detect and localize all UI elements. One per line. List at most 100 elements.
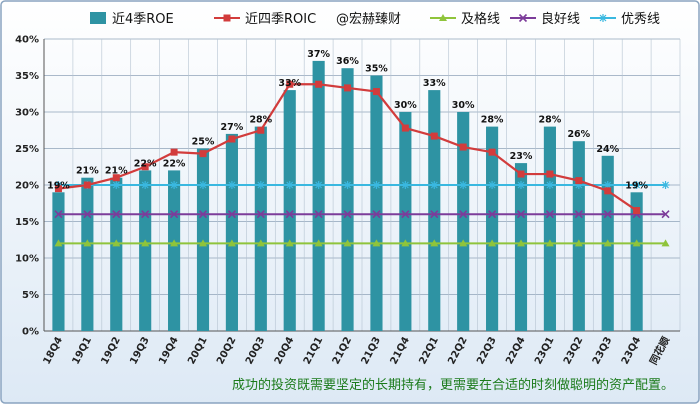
y-tick-label: 35% (15, 71, 39, 82)
triangle-marker (285, 239, 294, 247)
x-marker (170, 210, 179, 219)
roe-data-label: 28% (249, 115, 272, 126)
star-marker (199, 181, 207, 189)
star-marker (170, 181, 179, 189)
threshold-marker (430, 239, 439, 247)
roe-data-label: 22% (163, 158, 186, 169)
square-marker (141, 163, 149, 171)
x-marker (198, 210, 208, 219)
roe-bar (110, 177, 123, 331)
star-marker (285, 181, 294, 189)
roic-point (430, 132, 438, 140)
square-marker (83, 181, 91, 189)
roic-point (228, 135, 236, 143)
threshold-marker (256, 239, 265, 247)
triangle-marker (112, 239, 121, 247)
square-marker (54, 185, 62, 193)
square-marker (459, 143, 467, 151)
threshold-marker (401, 210, 410, 219)
threshold-marker (227, 181, 236, 189)
legend-marker (599, 14, 607, 22)
threshold-marker (285, 210, 294, 219)
threshold-marker (170, 210, 179, 219)
star-marker (545, 181, 554, 189)
triangle-marker (545, 239, 554, 247)
x-marker (256, 210, 265, 219)
square-marker (575, 177, 583, 185)
legend-item: 良好线 (510, 11, 580, 27)
x-marker (54, 210, 63, 219)
star-marker (430, 181, 439, 189)
threshold-marker (314, 210, 323, 219)
roe-data-label: 24% (596, 144, 619, 155)
threshold-marker (488, 210, 497, 219)
threshold-marker (632, 239, 641, 247)
legend-marker (518, 13, 528, 23)
square-marker (604, 187, 612, 195)
roe-data-label: 37% (307, 49, 330, 60)
threshold-marker (603, 210, 612, 219)
roe-data-label: 30% (452, 100, 475, 111)
roic-point (54, 185, 62, 193)
roic-point (315, 80, 323, 88)
legend-marker (439, 14, 447, 21)
square-marker (286, 80, 294, 88)
legend-label: 及格线 (461, 11, 500, 27)
roic-point (546, 170, 554, 178)
square-marker (546, 170, 554, 178)
triangle-marker (314, 239, 323, 247)
x-marker (343, 210, 352, 219)
threshold-marker (227, 239, 236, 247)
roe-data-label: 26% (567, 129, 590, 140)
star-marker (632, 181, 641, 189)
threshold-marker (343, 239, 352, 247)
threshold-marker (661, 210, 670, 219)
triangle-marker (603, 239, 612, 247)
roe-data-label: 21% (105, 166, 128, 177)
square-marker (517, 170, 525, 178)
roe-bar (486, 126, 499, 331)
threshold-marker (198, 210, 208, 219)
star-marker (488, 181, 497, 189)
threshold-marker (170, 239, 179, 247)
roe-data-label: 30% (394, 100, 417, 111)
roe-data-label: 35% (365, 64, 388, 75)
star-marker (401, 181, 410, 189)
roic-point (372, 88, 380, 96)
roe-bar (457, 112, 470, 331)
threshold-marker (141, 210, 150, 219)
x-marker (459, 210, 468, 219)
square-marker (199, 150, 207, 158)
x-marker (488, 210, 497, 219)
x-marker (401, 210, 410, 219)
x-marker (112, 210, 121, 219)
x-marker (516, 210, 526, 219)
threshold-marker (430, 181, 439, 189)
threshold-marker (459, 210, 468, 219)
x-marker (372, 210, 381, 219)
square-marker (488, 148, 496, 156)
roic-point (633, 207, 641, 215)
y-tick-label: 40% (15, 35, 39, 46)
star-marker (256, 181, 265, 189)
roe-data-label: 25% (192, 137, 215, 148)
star-marker (372, 181, 381, 189)
threshold-marker (603, 239, 612, 247)
triangle-marker (459, 239, 468, 247)
roic-point (459, 143, 467, 151)
threshold-marker (488, 181, 497, 189)
roic-point (517, 170, 525, 178)
threshold-marker (545, 181, 554, 189)
legend-item: 及格线 (430, 11, 500, 27)
triangle-marker (83, 239, 92, 247)
threshold-marker (488, 239, 497, 247)
y-tick-label: 25% (15, 144, 39, 155)
legend-label: @宏赫臻财 (336, 12, 401, 27)
x-marker (430, 210, 439, 219)
square-marker (315, 80, 323, 88)
threshold-marker (343, 181, 352, 189)
threshold-marker (170, 181, 179, 189)
star-marker (459, 181, 468, 189)
square-marker (344, 84, 352, 92)
